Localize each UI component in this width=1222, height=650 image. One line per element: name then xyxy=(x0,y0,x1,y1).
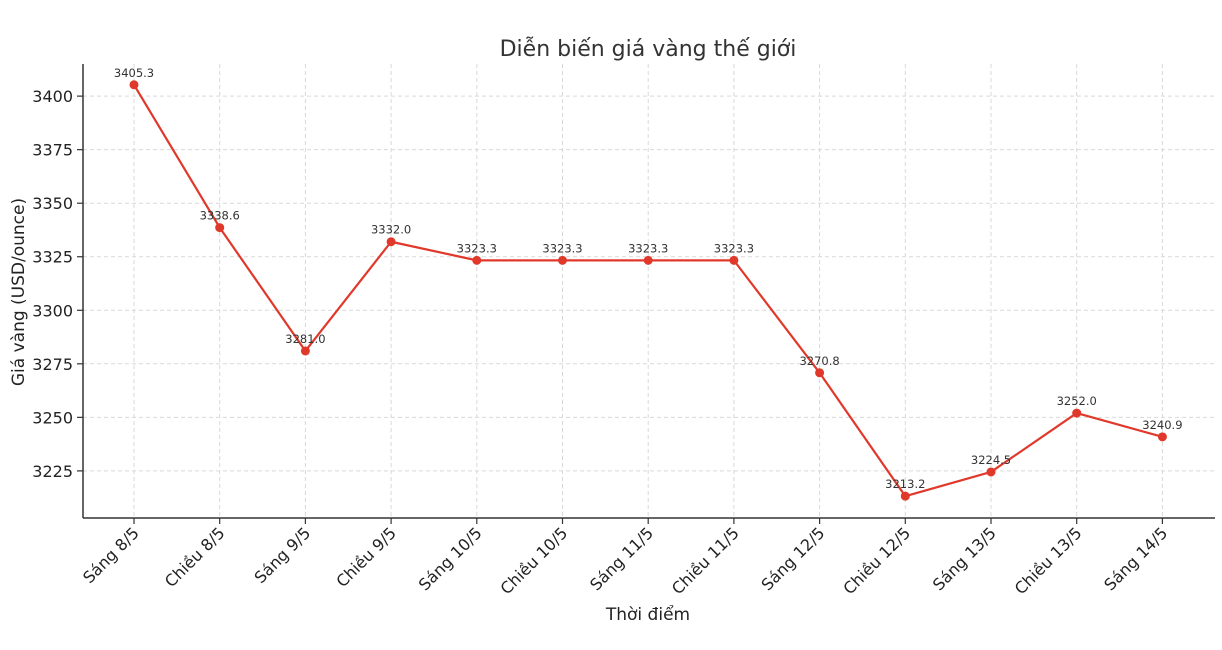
y-tick-label: 3325 xyxy=(32,248,73,267)
data-point xyxy=(1072,408,1082,418)
y-tick-label: 3400 xyxy=(32,87,73,106)
data-point xyxy=(558,255,567,265)
data-point-label: 3270.8 xyxy=(799,354,839,368)
data-point-label: 3323.3 xyxy=(457,241,497,255)
data-point-label: 3332.0 xyxy=(371,223,411,237)
data-point xyxy=(386,237,396,247)
series xyxy=(129,80,1167,501)
data-labels: 3405.3 3338.6 3281.0 3332.0 3323.3 3323.3 3323… xyxy=(114,66,1183,491)
x-tick-label: Chiều 11/5 xyxy=(668,523,743,598)
y-tick-label: 3350 xyxy=(32,194,73,213)
y-tick-label: 3375 xyxy=(32,141,73,160)
data-point-label: 3213.2 xyxy=(885,477,925,491)
data-point xyxy=(986,467,996,477)
y-tick-label: 3300 xyxy=(32,301,73,320)
data-point xyxy=(300,346,310,356)
x-tick-label: Sáng 13/5 xyxy=(929,523,1000,594)
data-point xyxy=(472,255,482,265)
data-point xyxy=(729,255,739,265)
x-axis-label: Thời điểm xyxy=(605,604,690,625)
data-point xyxy=(215,223,225,233)
data-point-label: 3252.0 xyxy=(1057,394,1097,408)
x-tick-label: Chiều 8/5 xyxy=(161,523,229,591)
x-tick-label: Chiều 9/5 xyxy=(332,523,400,591)
data-point-label: 3240.9 xyxy=(1142,418,1182,432)
data-point-label: 3338.6 xyxy=(200,209,240,223)
y-axis-label: Giá vàng (USD/ounce) xyxy=(9,198,29,386)
data-point xyxy=(129,80,139,90)
data-point xyxy=(643,255,653,265)
x-tick-label: Sáng 14/5 xyxy=(1100,523,1171,594)
x-tick-label: Sáng 10/5 xyxy=(415,523,486,594)
x-tick-label: Sáng 12/5 xyxy=(758,523,829,594)
data-point-label: 3224.5 xyxy=(971,453,1011,467)
chart-title: Diễn biến giá vàng thế giới xyxy=(500,36,797,62)
data-point-label: 3281.0 xyxy=(285,332,325,346)
x-tick-label: Chiều 10/5 xyxy=(497,523,572,598)
data-point-label: 3323.3 xyxy=(542,241,582,255)
y-tick-label: 3275 xyxy=(32,355,73,374)
data-point-label: 3405.3 xyxy=(114,66,154,80)
x-tick-label: Chiều 12/5 xyxy=(839,523,914,598)
x-tick-label: Chiều 13/5 xyxy=(1011,523,1086,598)
data-point-label: 3323.3 xyxy=(714,241,754,255)
x-tick-label: Sáng 8/5 xyxy=(79,523,143,587)
data-point xyxy=(1157,432,1167,442)
x-tick-label: Sáng 9/5 xyxy=(251,523,315,587)
x-tick-label: Sáng 11/5 xyxy=(586,523,657,594)
data-point-label: 3323.3 xyxy=(628,241,668,255)
data-point xyxy=(900,491,910,501)
y-tick-label: 3225 xyxy=(32,462,73,481)
data-point xyxy=(815,368,825,378)
grid xyxy=(83,64,1215,518)
axes: 3225 3250 3275 3300 3325 3350 3375 3400 Sáng 8/5… xyxy=(32,64,1215,598)
y-tick-label: 3250 xyxy=(32,408,73,427)
